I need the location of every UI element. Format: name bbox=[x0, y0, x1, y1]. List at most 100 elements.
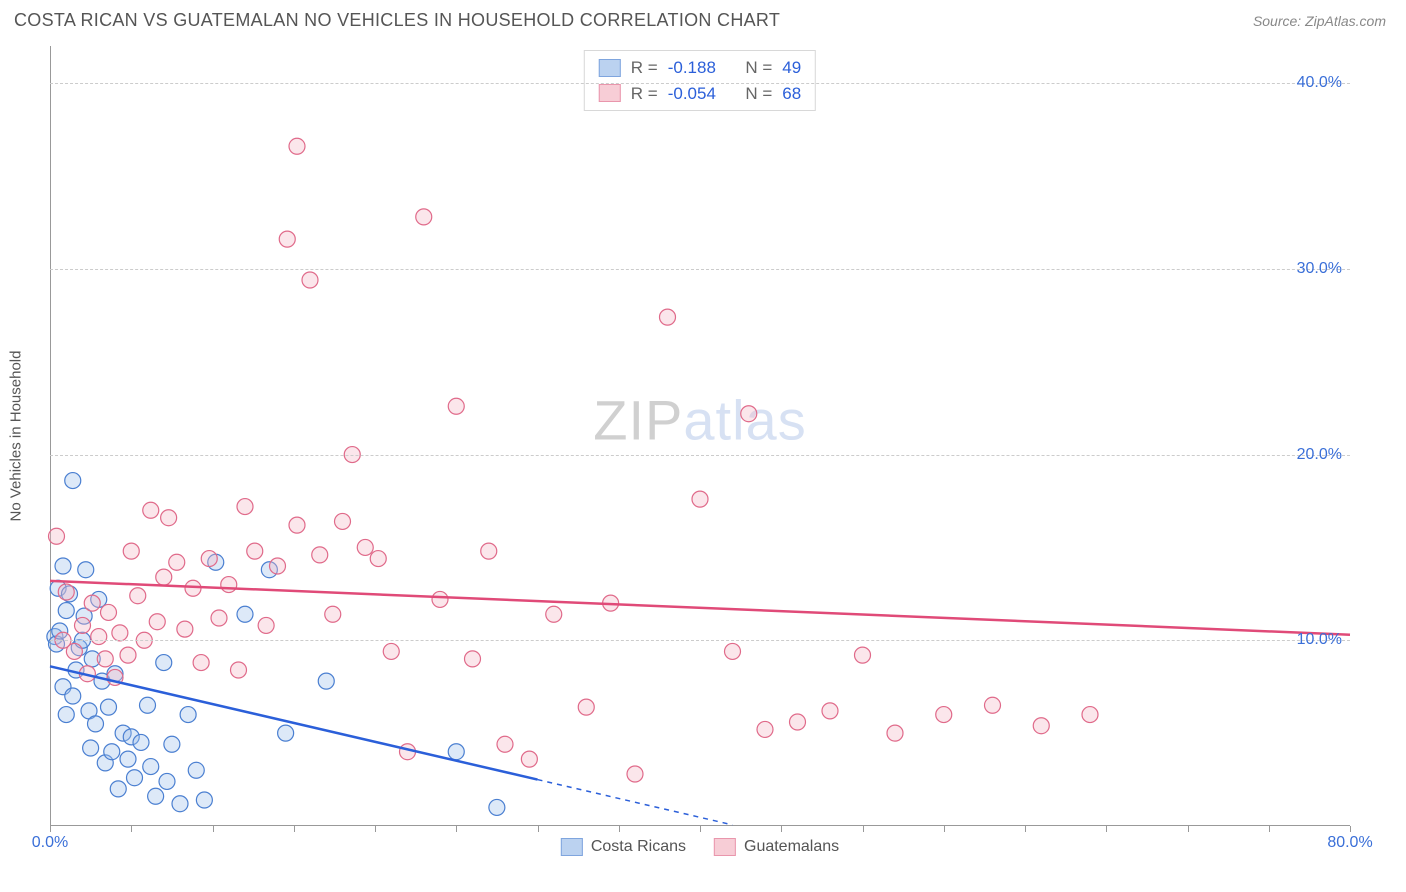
data-point bbox=[65, 473, 81, 489]
data-point bbox=[578, 699, 594, 715]
data-point bbox=[127, 770, 143, 786]
data-point bbox=[164, 736, 180, 752]
data-point bbox=[318, 673, 334, 689]
data-point bbox=[279, 231, 295, 247]
data-point bbox=[101, 699, 117, 715]
data-point bbox=[172, 796, 188, 812]
data-point bbox=[936, 707, 952, 723]
data-point bbox=[58, 707, 74, 723]
data-point bbox=[193, 655, 209, 671]
data-point bbox=[448, 744, 464, 760]
y-tick-label: 20.0% bbox=[1297, 446, 1342, 464]
data-point bbox=[120, 647, 136, 663]
data-point bbox=[278, 725, 294, 741]
data-point bbox=[237, 606, 253, 622]
data-point bbox=[133, 734, 149, 750]
data-point bbox=[692, 491, 708, 507]
data-point bbox=[546, 606, 562, 622]
data-point bbox=[312, 547, 328, 563]
data-point bbox=[104, 744, 120, 760]
series-legend: Costa Ricans Guatemalans bbox=[561, 838, 839, 856]
data-point bbox=[201, 551, 217, 567]
data-point bbox=[335, 513, 351, 529]
data-point bbox=[65, 688, 81, 704]
data-point bbox=[130, 588, 146, 604]
data-point bbox=[140, 697, 156, 713]
data-point bbox=[161, 510, 177, 526]
data-point bbox=[156, 569, 172, 585]
plot-area: No Vehicles in Household ZIPatlas R = -0… bbox=[50, 46, 1350, 826]
data-point bbox=[887, 725, 903, 741]
data-point bbox=[822, 703, 838, 719]
data-point bbox=[1082, 707, 1098, 723]
data-point bbox=[325, 606, 341, 622]
y-tick-label: 40.0% bbox=[1297, 74, 1342, 92]
data-point bbox=[247, 543, 263, 559]
x-tick-label: 0.0% bbox=[32, 834, 68, 852]
data-point bbox=[101, 604, 117, 620]
data-point bbox=[627, 766, 643, 782]
data-point bbox=[91, 629, 107, 645]
stats-row-1: R = -0.188 N = 49 bbox=[599, 55, 801, 81]
source-label: Source: ZipAtlas.com bbox=[1253, 13, 1386, 29]
data-point bbox=[148, 788, 164, 804]
data-point bbox=[78, 562, 94, 578]
data-point bbox=[110, 781, 126, 797]
data-point bbox=[97, 651, 113, 667]
data-point bbox=[370, 551, 386, 567]
stats-legend: R = -0.188 N = 49 R = -0.054 N = 68 bbox=[584, 50, 816, 111]
data-point bbox=[66, 643, 82, 659]
data-point bbox=[55, 558, 71, 574]
data-point bbox=[84, 595, 100, 611]
data-point bbox=[258, 617, 274, 633]
n-value-2: 68 bbox=[782, 81, 801, 107]
r-value-1: -0.188 bbox=[668, 55, 716, 81]
data-point bbox=[120, 751, 136, 767]
data-point bbox=[177, 621, 193, 637]
stats-row-2: R = -0.054 N = 68 bbox=[599, 81, 801, 107]
data-point bbox=[985, 697, 1001, 713]
data-point bbox=[521, 751, 537, 767]
data-point bbox=[143, 759, 159, 775]
y-tick-label: 10.0% bbox=[1297, 631, 1342, 649]
data-point bbox=[237, 499, 253, 515]
data-point bbox=[497, 736, 513, 752]
data-point bbox=[357, 539, 373, 555]
data-point bbox=[432, 591, 448, 607]
chart-svg bbox=[50, 46, 1350, 826]
data-point bbox=[1033, 718, 1049, 734]
data-point bbox=[149, 614, 165, 630]
data-point bbox=[211, 610, 227, 626]
legend-item-1: Costa Ricans bbox=[561, 838, 686, 856]
legend-item-2: Guatemalans bbox=[714, 838, 839, 856]
data-point bbox=[58, 584, 74, 600]
trendline-extrapolated bbox=[538, 780, 733, 825]
data-point bbox=[188, 762, 204, 778]
data-point bbox=[383, 643, 399, 659]
data-point bbox=[75, 617, 91, 633]
data-point bbox=[757, 721, 773, 737]
data-point bbox=[302, 272, 318, 288]
n-value-1: 49 bbox=[782, 55, 801, 81]
r-value-2: -0.054 bbox=[668, 81, 716, 107]
chart-title: COSTA RICAN VS GUATEMALAN NO VEHICLES IN… bbox=[14, 10, 780, 31]
data-point bbox=[741, 406, 757, 422]
data-point bbox=[180, 707, 196, 723]
data-point bbox=[83, 740, 99, 756]
data-point bbox=[465, 651, 481, 667]
x-tick-label: 80.0% bbox=[1327, 834, 1372, 852]
y-tick-label: 30.0% bbox=[1297, 260, 1342, 278]
data-point bbox=[221, 577, 237, 593]
data-point bbox=[185, 580, 201, 596]
data-point bbox=[481, 543, 497, 559]
data-point bbox=[289, 138, 305, 154]
data-point bbox=[156, 655, 172, 671]
data-point bbox=[855, 647, 871, 663]
y-axis-label: No Vehicles in Household bbox=[8, 351, 25, 522]
data-point bbox=[88, 716, 104, 732]
data-point bbox=[448, 398, 464, 414]
data-point bbox=[169, 554, 185, 570]
data-point bbox=[58, 603, 74, 619]
data-point bbox=[489, 799, 505, 815]
data-point bbox=[231, 662, 247, 678]
